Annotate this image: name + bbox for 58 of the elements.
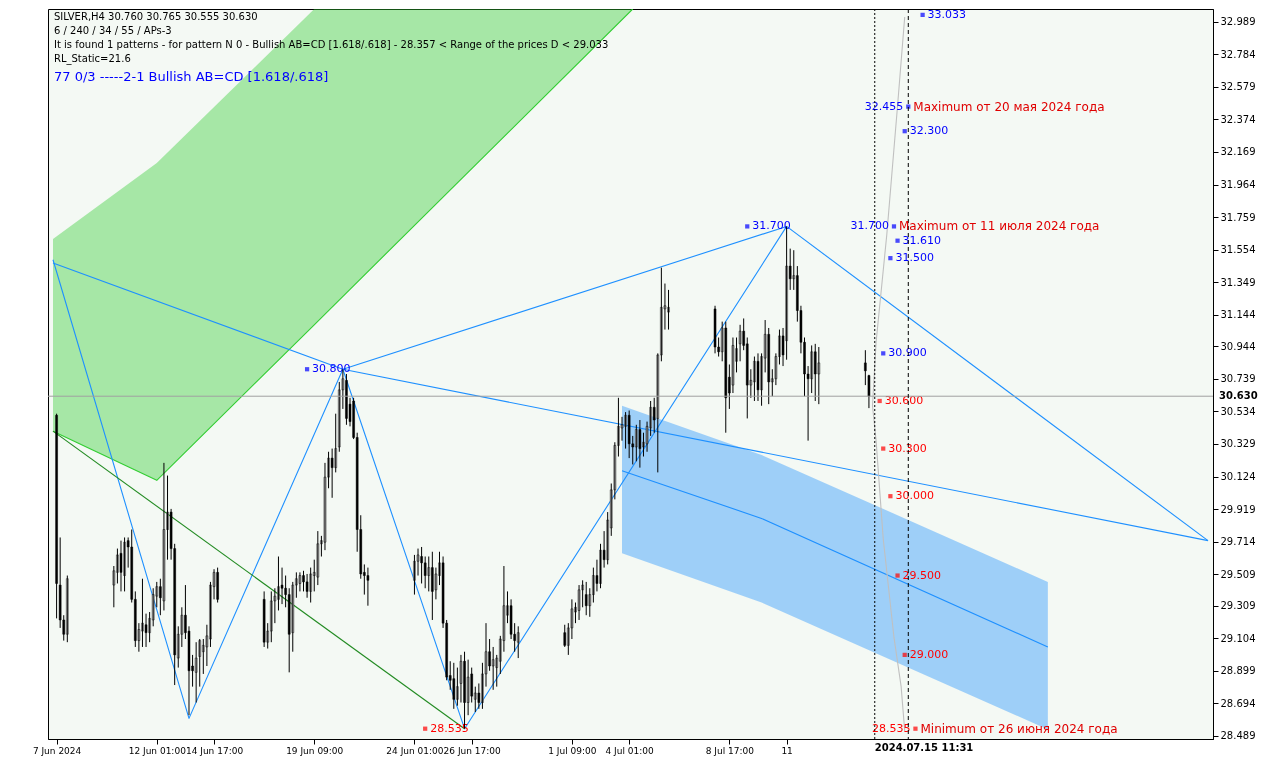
data-label: 30.300 <box>888 441 927 455</box>
y-tick-label: 31.759 <box>1220 211 1256 223</box>
x-tick-label: 12 Jun 01:00 <box>128 745 187 756</box>
y-tick-label: 28.899 <box>1220 665 1256 677</box>
annotation: Minimum от 26 июня 2024 года <box>920 721 1118 736</box>
data-label: 31.700 <box>850 219 889 233</box>
y-tick-label: 32.374 <box>1220 113 1256 125</box>
annotation: 77 0/3 -----2-1 Bullish AB=CD [1.618/.618] <box>54 69 329 84</box>
y-tick-label: 30.329 <box>1220 438 1256 450</box>
y-tick-label: 31.144 <box>1220 309 1256 321</box>
data-label: 33.033 <box>927 7 967 21</box>
x-tick-label: 11 <box>781 745 793 756</box>
y-tick-label: 31.349 <box>1220 276 1256 288</box>
annotation: RL_Static=21.6 <box>54 53 131 65</box>
y-tick-label: 30.534 <box>1220 405 1256 417</box>
data-label: 30.600 <box>884 393 924 407</box>
y-tick-label: 32.579 <box>1220 81 1256 93</box>
data-label: 31.700 <box>752 219 791 233</box>
data-label: 28.535 <box>871 721 911 735</box>
x-tick-label: 8 Jul 17:00 <box>705 745 755 756</box>
data-label: 29.500 <box>902 568 942 582</box>
y-tick-label: 29.104 <box>1220 632 1256 644</box>
annotation: Maximum от 20 мая 2024 года <box>913 99 1105 114</box>
y-tick-label: 29.309 <box>1220 600 1256 612</box>
y-tick-label: 29.714 <box>1220 536 1256 548</box>
x-tick-label: 4 Jul 01:00 <box>605 745 655 756</box>
x-tick-label: 26 Jun 17:00 <box>443 745 502 756</box>
data-label: 29.000 <box>909 647 949 661</box>
annotation: Maximum от 11 июля 2024 года <box>898 219 1100 234</box>
chart-title: SILVER,H4 30.760 30.765 30.555 30.630 <box>54 11 258 22</box>
data-label: 30.000 <box>895 489 934 503</box>
x-tick-label: 1 Jul 09:00 <box>548 745 597 756</box>
x-tick-label: 19 Jun 09:00 <box>286 745 344 756</box>
y-tick-label: 31.554 <box>1220 244 1256 256</box>
data-label: 31.610 <box>902 233 942 247</box>
y-tick-label: 30.739 <box>1220 373 1256 385</box>
y-tick-label: 29.919 <box>1220 503 1256 515</box>
ref-line-label: 30.630 <box>1219 390 1258 402</box>
y-tick-label: 28.489 <box>1220 730 1256 742</box>
y-tick-label: 32.784 <box>1220 48 1256 60</box>
data-label: 30.900 <box>888 346 927 360</box>
y-tick-label: 28.694 <box>1220 697 1256 709</box>
y-tick-label: 32.989 <box>1220 16 1256 28</box>
ref-line-label: 2024.07.15 11:31 <box>874 742 974 753</box>
data-label: 28.535 <box>430 721 469 735</box>
y-tick-label: 30.124 <box>1220 471 1256 483</box>
y-tick-label: 29.509 <box>1220 568 1256 580</box>
data-label: 32.455 <box>864 99 904 113</box>
x-tick-label: 24 Jun 01:00 <box>386 745 444 756</box>
data-label: 32.300 <box>909 124 949 138</box>
y-tick-label: 30.944 <box>1220 340 1256 352</box>
data-label: 31.500 <box>895 251 934 265</box>
y-tick-label: 32.169 <box>1220 146 1256 158</box>
text: 6 / 240 / 34 / 55 / APs-3 <box>54 25 172 36</box>
x-tick-label: 14 Jun 17:00 <box>185 745 244 756</box>
annotation: It is found 1 patterns - for pattern N 0 - Bullish AB=CD [1.618/.618] - 28.357 < Range of the prices D < 29.033 <box>54 39 609 50</box>
y-tick-label: 31.964 <box>1220 179 1256 191</box>
x-tick-label: 7 Jun 2024 <box>32 745 82 756</box>
